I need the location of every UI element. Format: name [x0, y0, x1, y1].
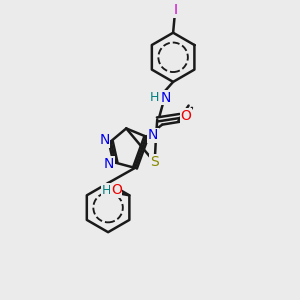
Text: H: H	[150, 91, 160, 104]
Text: I: I	[173, 3, 177, 17]
Text: N: N	[148, 128, 158, 142]
Text: O: O	[111, 183, 122, 197]
Text: H: H	[102, 184, 111, 197]
Text: S: S	[150, 155, 159, 169]
Text: N: N	[99, 133, 110, 147]
Text: N: N	[161, 91, 171, 105]
Text: O: O	[181, 109, 192, 123]
Text: N: N	[104, 157, 114, 171]
